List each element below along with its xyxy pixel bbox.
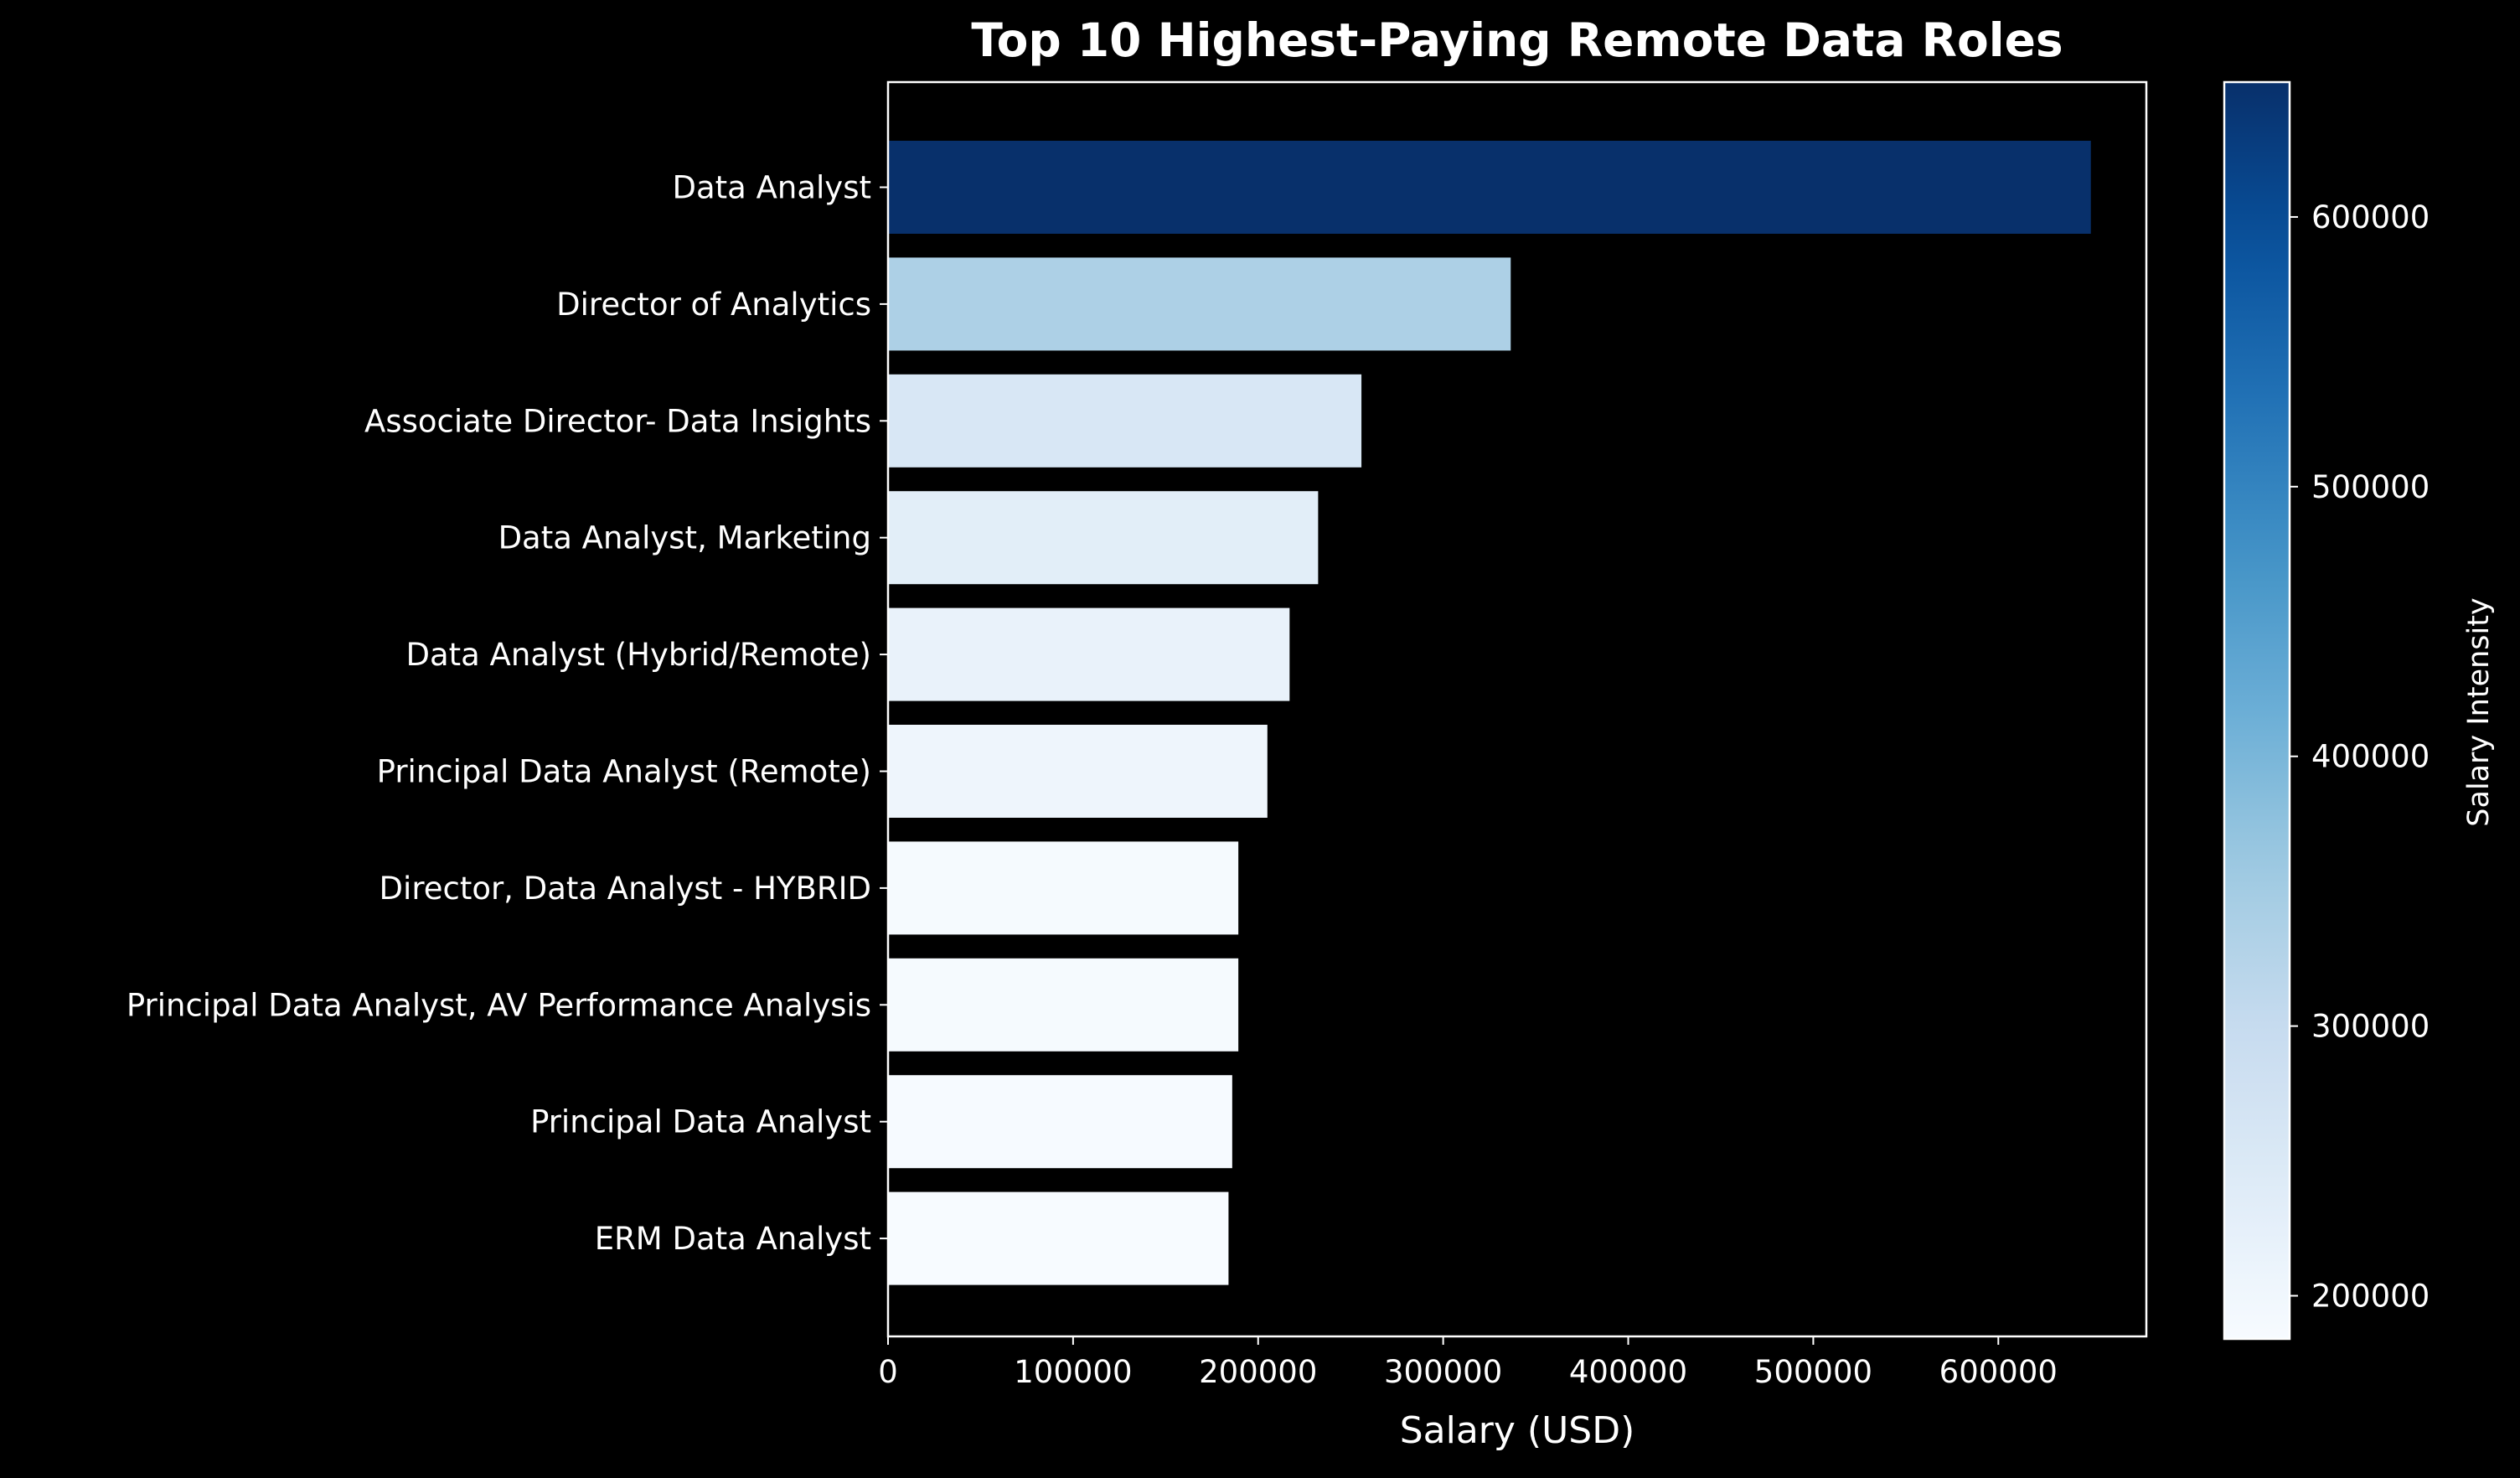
y-tick-label: Associate Director- Data Insights: [364, 403, 871, 439]
bar: [888, 1191, 1229, 1285]
y-tick-labels: Data Analyst Director of Analytics Associa…: [127, 170, 888, 1257]
plot-frame: [886, 80, 2148, 1338]
bar: [888, 374, 1362, 468]
y-tick-label: Principal Data Analyst: [530, 1104, 871, 1140]
x-tick-label: 300000: [1384, 1354, 1502, 1390]
x-tick-label: 500000: [1754, 1354, 1872, 1390]
bar: [888, 1075, 1232, 1169]
colorbar-tick-label: 300000: [2311, 1009, 2430, 1045]
bar: [888, 491, 1319, 585]
bar: [888, 257, 1511, 351]
colorbar-tick-label: 600000: [2311, 199, 2430, 235]
y-tick-label: Data Analyst (Hybrid/Remote): [405, 637, 871, 673]
y-tick-label: Director of Analytics: [556, 287, 871, 323]
x-tick-label: 400000: [1569, 1354, 1687, 1390]
bar: [888, 958, 1239, 1052]
y-tick-label: Principal Data Analyst (Remote): [377, 754, 871, 790]
y-tick-label: ERM Data Analyst: [595, 1221, 871, 1257]
x-tick-label: 0: [878, 1354, 898, 1390]
colorbar-label: Salary Intensity: [2462, 597, 2496, 826]
x-tick-label: 200000: [1199, 1354, 1317, 1390]
x-tick-label: 600000: [1939, 1354, 2058, 1390]
y-tick-label: Data Analyst, Marketing: [498, 520, 871, 556]
colorbar-tick-label: 500000: [2311, 469, 2430, 505]
y-tick-label: Director, Data Analyst - HYBRID: [380, 871, 871, 907]
y-tick-label: Data Analyst: [672, 170, 871, 206]
colorbar-tick-label: 400000: [2311, 739, 2430, 775]
x-axis-label: Salary (USD): [1400, 1409, 1635, 1452]
colorbar-tick-label: 200000: [2311, 1278, 2430, 1314]
colorbar-gradient: [2223, 80, 2291, 1341]
x-tick-label: 100000: [1014, 1354, 1132, 1390]
bar: [888, 841, 1239, 935]
bar: [888, 607, 1290, 701]
x-axis-ticks: 0 100000 200000 300000 400000 500000 600000: [878, 1336, 2058, 1390]
colorbar: 200000 300000 400000 500000 600000: [2223, 80, 2430, 1341]
chart-title: Top 10 Highest-Paying Remote Data Roles: [971, 13, 2063, 67]
bar: [888, 141, 2091, 234]
bar: [888, 725, 1268, 818]
y-tick-label: Principal Data Analyst, AV Performance A…: [127, 987, 871, 1023]
bars-layer: [888, 141, 2091, 1285]
